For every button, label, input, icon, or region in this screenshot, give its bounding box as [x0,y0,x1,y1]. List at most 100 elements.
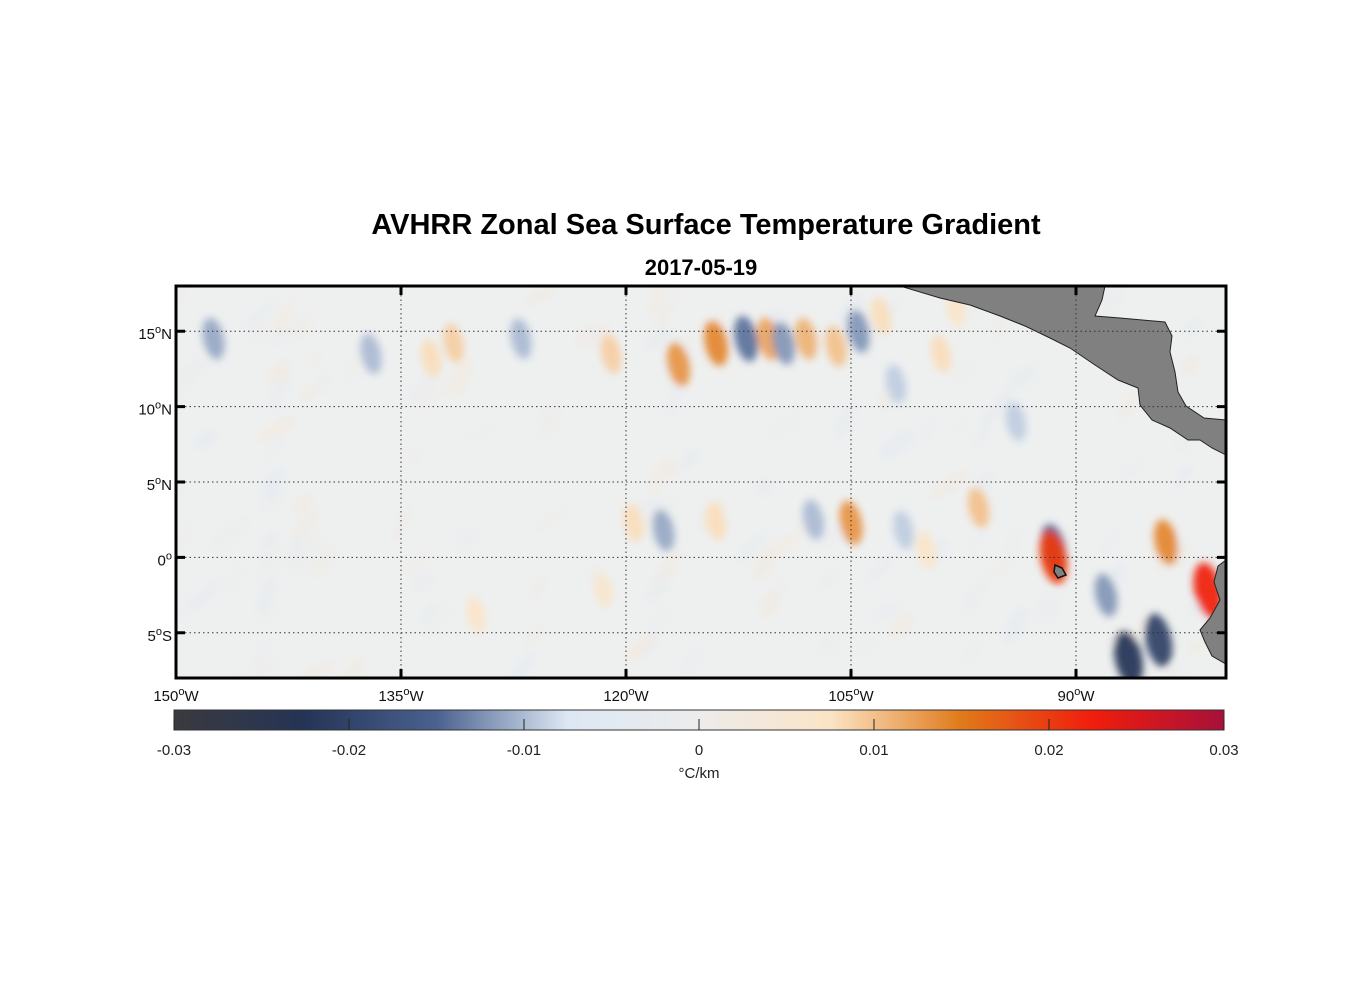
gradient-texture [878,430,916,460]
gradient-texture [574,322,611,349]
warm-gradient-feature [594,572,613,609]
gradient-texture [1003,605,1029,646]
x-tick-label: 120oW [603,686,649,705]
warm-gradient-feature [839,500,863,545]
gradient-texture [342,350,367,382]
cold-gradient-feature [652,509,675,552]
gradient-texture [264,432,287,462]
gradient-texture [734,533,766,564]
land-galapagos [1053,563,1068,579]
gradient-texture [403,370,438,406]
gradient-texture [527,572,549,602]
colorbar-tick-label: 0.01 [859,742,888,759]
warm-gradient-feature [825,326,847,367]
gradient-texture [961,641,981,663]
gradient-texture [421,602,440,623]
gradient-texture [995,384,1017,417]
gradient-texture [1173,463,1194,490]
gradient-texture [316,373,330,393]
colorbar-ticks: -0.03 -0.02 -0.01 0 0.01 0.02 0.03 [157,719,1239,759]
cold-gradient-feature [360,333,382,375]
colorbar-tick-label: 0 [695,742,703,759]
x-tick-label: 105oW [828,686,874,705]
gradient-texture [637,495,662,517]
gradient-texture [226,560,245,594]
gradient-texture [1117,392,1137,422]
gradient-texture [261,468,286,500]
gradient-texture [176,521,191,553]
gradient-texture [293,493,313,515]
gradient-texture [921,413,937,442]
warm-gradient-feature [466,596,486,633]
warm-gradient-feature [666,342,691,387]
gradient-texture [769,533,800,557]
y-axis-labels: 15oN 10oN 5oN 0o 5oS [138,324,172,645]
gradient-texture [973,407,996,451]
cold-gradient-feature [1113,630,1144,678]
chart-title: AVHRR Zonal Sea Surface Temperature Grad… [371,209,1041,241]
colorbar-unit-label: °C/km [679,765,720,782]
axis-ticks [174,286,1226,678]
gradient-texture [176,356,211,383]
gradient-texture [862,551,901,584]
gradient-texture [833,401,857,441]
gradient-texture [455,528,477,552]
gradient-texture [819,568,840,589]
gradient-texture [193,429,218,450]
warm-gradient-feature [623,503,644,542]
gradient-texture [645,573,670,602]
gradient-texture [888,611,916,640]
warm-gradient-feature [600,334,622,374]
gradient-texture [838,293,865,326]
gradient-texture [983,553,1020,584]
gradient-texture [759,594,782,619]
warm-gradient-feature [967,487,990,528]
gradient-texture [654,549,686,578]
gradient-texture [967,532,988,549]
gradient-texture [465,425,495,446]
gradient-texture [1089,288,1125,325]
gradient-texture [1098,533,1119,553]
gradient-texture [682,645,708,670]
x-tick-label: 135oW [378,686,424,705]
cold-gradient-feature [893,510,914,550]
gradient-texture [290,310,315,341]
gradient-texture [241,299,278,331]
land-south-america [1199,559,1226,665]
warm-gradient-feature [916,531,936,569]
gradient-texture [532,506,569,534]
gradient-texture [821,634,841,654]
warm-gradient-feature [930,334,952,373]
gradient-texture [535,401,562,439]
gradient-texture [765,411,803,441]
y-tick-label: 15oN [138,324,172,343]
cold-gradient-feature [1005,402,1027,442]
gradient-texture [270,324,294,347]
gradient-texture [930,471,969,499]
gradient-texture [256,540,281,577]
gradient-texture [624,634,652,663]
warm-gradient-feature [795,317,817,360]
gradient-texture [647,286,668,313]
cold-gradient-feature [847,309,870,353]
y-tick-label: 0o [158,550,172,569]
gradient-texture [285,535,304,564]
gradient-texture [271,297,296,337]
colorbar: -0.03 -0.02 -0.01 0 0.01 0.02 0.03 °C/km [157,709,1239,782]
gradient-texture [952,418,970,436]
gradient-texture [410,571,435,592]
x-axis-labels: 150oW 135oW 120oW 105oW 90oW [153,686,1095,705]
cold-gradient-feature [202,317,225,360]
gradient-texture [292,508,321,542]
cold-gradient-feature [734,316,758,362]
cold-gradient-feature [1144,613,1173,667]
gradient-texture [952,356,976,386]
colorbar-tick-label: -0.03 [157,742,191,759]
gradient-texture [523,286,557,307]
gradient-texture [267,359,293,386]
gradient-texture [645,326,674,351]
cold-gradient-feature [772,321,795,365]
gradient-texture [414,383,442,407]
cold-gradient-feature [510,318,532,359]
